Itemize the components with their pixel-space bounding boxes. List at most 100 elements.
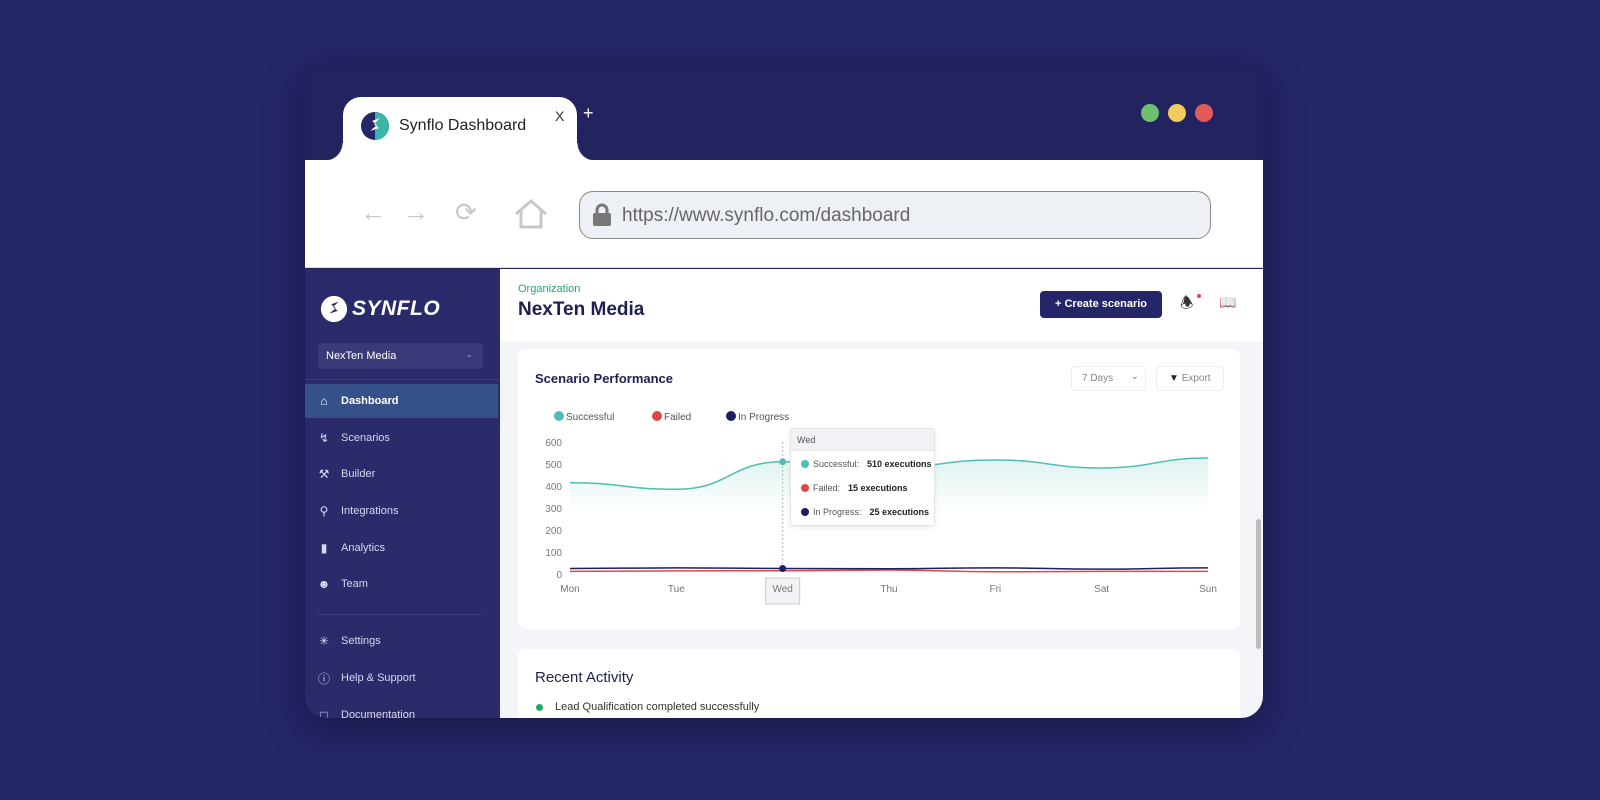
page-header: Organization NexTen Media + Create scena…	[500, 269, 1263, 341]
window-dot-green[interactable]	[1141, 104, 1159, 122]
sidebar-logo: SYNFLO	[320, 295, 440, 323]
network-icon: ⚲	[319, 504, 329, 518]
legend-marker	[554, 411, 564, 421]
y-tick-label: 600	[545, 438, 562, 449]
y-tick-label: 300	[545, 504, 562, 515]
sidebar-item-label: Documentation	[341, 709, 415, 718]
sidebar-item-analytics[interactable]: ▮ Analytics	[305, 531, 498, 565]
highlight-point	[779, 458, 787, 466]
wrench-icon: ⚒	[318, 467, 330, 481]
tooltip-label: Successful:	[813, 459, 860, 469]
sidebar-item-team[interactable]: ☻ Team	[305, 567, 498, 601]
main-content: Organization NexTen Media + Create scena…	[500, 269, 1263, 718]
bar-chart-icon: ▮	[320, 541, 328, 555]
tooltip-row: Successful: 510 executions	[801, 459, 932, 469]
sidebar-item-dashboard[interactable]: ⌂ Dashboard	[305, 384, 498, 418]
org-label: Organization	[518, 283, 581, 295]
range-select[interactable]: 7 Days ⌄	[1071, 366, 1146, 391]
sidebar-item-integrations[interactable]: ⚲ Integrations	[305, 494, 498, 528]
sidebar-item-label: Help & Support	[341, 672, 416, 684]
new-tab-button[interactable]: +	[583, 103, 594, 123]
sidebar-item-label: Team	[341, 578, 368, 590]
help-icon: ⓘ	[317, 671, 330, 686]
tooltip-label: In Progress:	[813, 507, 862, 517]
sidebar: SYNFLO NexTen Media ⌄ ⌂ Dashboard ↯ Scenari…	[305, 269, 500, 718]
org-selector[interactable]: NexTen Media ⌄	[318, 343, 483, 369]
synflo-logo-icon	[320, 295, 348, 323]
legend-marker	[652, 411, 662, 421]
x-tick-label: Wed	[772, 584, 792, 595]
gear-icon: ✳	[318, 634, 330, 648]
create-scenario-label: Create scenario	[1064, 298, 1148, 310]
home-icon: ⌂	[320, 394, 328, 408]
sidebar-item-label: Dashboard	[341, 395, 399, 407]
sidebar-item-label: Builder	[341, 468, 376, 480]
doc-icon: □	[320, 708, 328, 718]
x-tick-label: Mon	[560, 584, 579, 595]
divider	[317, 614, 482, 615]
sidebar-item-help[interactable]: ⓘ Help & Support	[305, 661, 498, 695]
tooltip-row: In Progress: 25 executions	[801, 507, 929, 517]
scrollbar[interactable]	[1256, 519, 1261, 649]
y-tick-label: 500	[545, 460, 562, 471]
tooltip-title: Wed	[791, 429, 934, 451]
bell-icon[interactable]: 🕭	[1180, 295, 1194, 312]
x-highlight-box	[765, 577, 801, 605]
tooltip-value: 25 executions	[869, 507, 930, 517]
address-bar[interactable]: https://www.synflo.com/dashboard	[579, 191, 1211, 239]
recent-activity-card: Recent Activity Lead Qualification compl…	[518, 649, 1240, 718]
sidebar-item-scenarios[interactable]: ↯ Scenarios	[305, 421, 498, 455]
home-icon[interactable]	[513, 198, 549, 230]
legend-label: Successful	[566, 412, 614, 423]
legend-dot	[801, 484, 809, 492]
window-dot-yellow[interactable]	[1168, 104, 1186, 122]
plus-icon: +	[1054, 298, 1065, 310]
sidebar-item-label: Settings	[341, 635, 381, 647]
y-tick-label: 400	[545, 482, 562, 493]
create-scenario-button[interactable]: + Create scenario	[1040, 291, 1162, 318]
users-icon: ☻	[317, 577, 331, 591]
x-tick-label: Sat	[1094, 584, 1109, 595]
close-tab-button[interactable]: X	[555, 108, 565, 124]
highlight-point	[779, 565, 787, 572]
tooltip-row: Failed: 15 executions	[801, 483, 908, 493]
browser-window: Synflo Dashboard X + ← → ⟳ https://www.s…	[305, 65, 1263, 718]
browser-tab[interactable]: Synflo Dashboard X	[325, 97, 595, 161]
bolt-icon: ↯	[318, 431, 330, 445]
scenario-performance-card: Scenario Performance 7 Days ⌄ ▼ Export Su…	[518, 349, 1240, 629]
tooltip-label: Failed:	[813, 483, 841, 493]
legend-dot	[801, 460, 809, 468]
url-text: https://www.synflo.com/dashboard	[622, 205, 911, 226]
sidebar-item-settings[interactable]: ✳ Settings	[305, 624, 498, 658]
x-tick-label: Fri	[989, 584, 1001, 595]
x-tick-label: Sun	[1199, 584, 1217, 595]
sidebar-item-builder[interactable]: ⚒ Builder	[305, 457, 498, 491]
legend-label: Failed	[664, 412, 691, 423]
logo-text: SYNFLO	[352, 297, 441, 320]
legend-dot	[801, 508, 809, 516]
window-dot-red[interactable]	[1195, 104, 1213, 122]
sidebar-item-label: Scenarios	[341, 432, 390, 444]
activity-item[interactable]: Lead Qualification completed successfull…	[536, 701, 759, 713]
org-selector-value: NexTen Media	[326, 350, 397, 362]
chart-tooltip: Wed Successful: 510 executions Failed: 15 …	[790, 428, 935, 526]
x-tick-label: Tue	[668, 584, 685, 595]
book-icon[interactable]: 📖	[1219, 294, 1237, 310]
export-button[interactable]: ▼ Export	[1156, 366, 1224, 391]
sidebar-item-documentation[interactable]: □ Documentation	[305, 698, 498, 718]
chevron-down-icon: ⌄	[1130, 371, 1139, 382]
card-title: Scenario Performance	[535, 371, 674, 386]
series-line-in-progress	[569, 567, 1209, 570]
tab-title: Synflo Dashboard	[399, 117, 527, 134]
browser-toolbar: ← → ⟳ https://www.synflo.com/dashboard	[305, 160, 1263, 268]
export-label: Export	[1181, 373, 1211, 384]
divider	[305, 379, 500, 380]
back-arrow-icon[interactable]: ←	[360, 197, 386, 227]
chevron-down-icon: ⌄	[465, 349, 473, 359]
sidebar-item-label: Analytics	[341, 542, 386, 554]
synflo-logo-icon	[361, 112, 389, 140]
notification-dot	[1197, 294, 1201, 298]
forward-arrow-icon[interactable]: →	[403, 197, 429, 227]
reload-icon[interactable]: ⟳	[455, 197, 477, 227]
lock-icon	[593, 203, 611, 226]
